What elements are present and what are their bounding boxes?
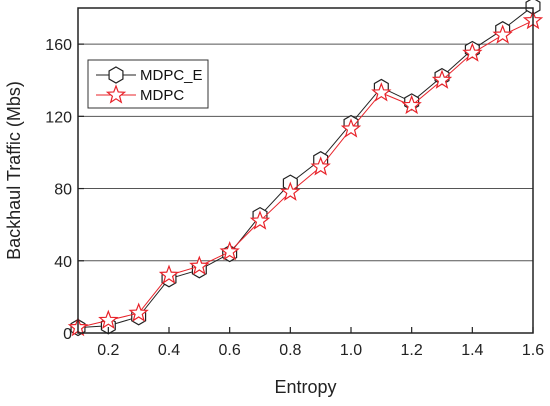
series-line <box>77 20 534 329</box>
y-tick-label: 80 <box>54 182 72 199</box>
data-point <box>431 69 453 89</box>
x-tick-label: 1.4 <box>461 342 483 359</box>
series-line <box>77 5 534 329</box>
x-axis-title: Entropy <box>274 377 336 397</box>
legend-label-mdpc: MDPC <box>140 87 184 104</box>
data-point <box>492 24 513 44</box>
grid-lines <box>78 43 533 262</box>
y-axis-title: Backhaul Traffic (Mbs) <box>4 81 24 260</box>
data-point <box>340 118 362 138</box>
plot-frame <box>77 7 534 334</box>
x-tick-label: 0.8 <box>279 342 301 359</box>
x-tick-label: 1.0 <box>340 342 362 359</box>
legend: MDPC_E MDPC <box>87 59 209 109</box>
data-point <box>462 42 483 62</box>
x-tick-label: 1.2 <box>401 342 423 359</box>
legend-marker-mdpc-e <box>108 66 124 84</box>
x-tick-label: 0.2 <box>97 342 119 359</box>
legend-marker-shape <box>108 66 124 84</box>
y-tick-label: 160 <box>45 37 72 54</box>
data-point <box>98 309 119 330</box>
legend-marker-mdpc <box>105 84 127 104</box>
data-point <box>128 302 149 322</box>
axis-ticks: 0.2 0.4 0.6 0.8 1.0 1.2 1.4 1.6 0 40 80 120 160 <box>45 37 544 359</box>
series-mdpc <box>67 9 544 337</box>
y-tick-label: 0 <box>63 326 72 343</box>
data-point <box>158 264 180 284</box>
legend-label-mdpc-e: MDPC_E <box>140 67 203 84</box>
series-layer <box>67 0 544 337</box>
x-tick-label: 0.6 <box>219 342 241 359</box>
legend-box <box>87 59 209 109</box>
data-point <box>219 241 240 261</box>
x-tick-label: 0.4 <box>158 342 180 359</box>
data-point <box>249 210 271 230</box>
x-tick-label: 1.6 <box>522 342 544 359</box>
y-tick-label: 40 <box>54 254 72 271</box>
data-point <box>401 94 422 115</box>
legend-marker-shape <box>105 84 127 104</box>
data-point <box>189 255 210 275</box>
y-tick-label: 120 <box>45 109 72 126</box>
data-point <box>371 82 392 102</box>
data-point <box>280 181 301 201</box>
data-point <box>310 156 331 176</box>
